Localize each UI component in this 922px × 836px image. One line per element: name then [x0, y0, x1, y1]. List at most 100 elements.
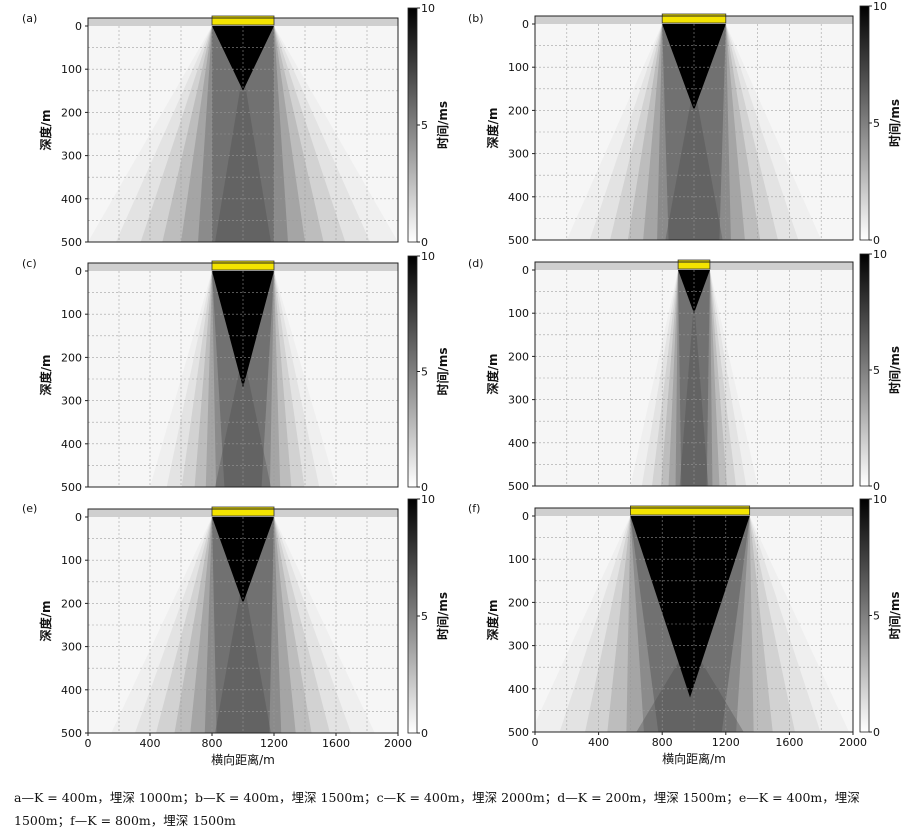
source-bar	[630, 505, 751, 516]
y-tick-label: 200	[61, 106, 82, 119]
colorbar-tick-label: 10	[421, 250, 435, 263]
x-tick-label: 1600	[775, 736, 803, 749]
x-tick-label: 800	[202, 737, 223, 750]
plot-frame	[534, 15, 854, 241]
colorbar-tick-label: 5	[421, 119, 428, 132]
colorbar-tick-label: 0	[873, 480, 880, 493]
y-tick-label: 500	[61, 481, 82, 494]
y-tick-label: 0	[522, 510, 529, 523]
source-bar	[211, 15, 275, 26]
y-tick-label: 300	[61, 150, 82, 163]
colorbar-tick-label: 0	[421, 481, 428, 494]
y-tick-label: 400	[61, 684, 82, 697]
figure: 0 100 200 300 400 500 深度/m (a) 0 5 10 时间/ms 0 100 200 3…	[22, 0, 902, 767]
x-tick-label: 2000	[384, 737, 412, 750]
y-tick-label: 300	[61, 641, 82, 654]
x-tick-label: 800	[652, 736, 673, 749]
y-axis-label: 深度/m	[38, 110, 53, 151]
focus-triangle	[212, 517, 274, 604]
colorbar-tick-label: 10	[873, 493, 887, 506]
colorbar-tick-label: 5	[873, 117, 880, 130]
y-tick-label: 400	[61, 438, 82, 451]
colorbar	[407, 498, 418, 734]
y-tick-label: 400	[508, 683, 529, 696]
colorbar-tick-label: 0	[873, 726, 880, 739]
y-tick-label: 500	[508, 480, 529, 493]
x-tick-label: 2000	[839, 736, 867, 749]
plot-frame	[534, 261, 854, 487]
y-tick-label: 500	[508, 726, 529, 739]
y-tick-label: 100	[61, 554, 82, 567]
y-axis-label: 深度/m	[485, 600, 500, 641]
colorbar-tick-label: 5	[873, 610, 880, 623]
y-tick-label: 400	[508, 437, 529, 450]
y-tick-label: 200	[61, 351, 82, 364]
source-bar	[211, 506, 275, 517]
x-axis-label: 横向距离/m	[662, 751, 726, 766]
plot-frame	[87, 508, 399, 734]
y-tick-label: 200	[61, 597, 82, 610]
y-axis-label: 深度/m	[485, 354, 500, 395]
y-tick-label: 0	[75, 20, 82, 33]
focus-triangle	[212, 271, 274, 388]
plot-frame	[87, 262, 399, 488]
y-tick-label: 200	[508, 104, 529, 117]
y-axis-label: 深度/m	[38, 355, 53, 396]
focus-tail	[215, 71, 271, 242]
panel-b: 0 100 200 300 400 500 深度/m (b) 0 5 10 时间/ms	[468, 0, 902, 247]
panel-f: 0 100 200 300 400 500 0 400 800 1200 1600 2000 横向距离/…	[468, 493, 902, 766]
colorbar-label: 时间/ms	[435, 101, 450, 149]
grid	[535, 24, 853, 240]
x-axis-label: 横向距离/m	[211, 752, 275, 767]
colorbar	[859, 253, 870, 487]
grid	[88, 271, 398, 487]
plot-frame	[534, 507, 854, 733]
y-tick-label: 400	[61, 193, 82, 206]
grid	[535, 516, 853, 732]
y-tick-label: 200	[508, 596, 529, 609]
colorbar	[407, 255, 418, 488]
y-tick-label: 500	[508, 234, 529, 247]
y-tick-label: 100	[508, 61, 529, 74]
panel-d: 0 100 200 300 400 500 深度/m (d) 0 5 10 时间/ms	[468, 248, 902, 493]
y-tick-label: 300	[508, 640, 529, 653]
colorbar-label: 时间/ms	[435, 347, 450, 395]
grid	[88, 26, 398, 242]
colorbar-tick-label: 0	[421, 727, 428, 740]
x-tick-label: 400	[588, 736, 609, 749]
x-tick-label: 1200	[712, 736, 740, 749]
colorbar-tick-label: 5	[421, 366, 428, 379]
colorbar-tick-label: 5	[873, 364, 880, 377]
y-tick-label: 100	[61, 63, 82, 76]
panel-label: (a)	[22, 12, 37, 25]
y-tick-label: 100	[61, 308, 82, 321]
x-tick-label: 1600	[322, 737, 350, 750]
colorbar-label: 时间/ms	[887, 99, 902, 147]
y-axis-label: 深度/m	[38, 601, 53, 642]
y-tick-label: 300	[508, 148, 529, 161]
figure-svg: 0100200300400500深度/m(a)0510时间/ms01002003…	[22, 0, 902, 767]
colorbar-tick-label: 10	[873, 248, 887, 261]
y-axis-label: 深度/m	[485, 108, 500, 149]
colorbar-label: 时间/ms	[887, 346, 902, 394]
colorbar-label: 时间/ms	[887, 591, 902, 639]
y-tick-label: 100	[508, 553, 529, 566]
panel-label: (e)	[22, 502, 37, 515]
panel-label: (c)	[22, 257, 37, 270]
panel-c: 0 100 200 300 400 500 深度/m (c) 0 5 10 时间/ms	[22, 250, 450, 494]
grid	[88, 517, 398, 733]
y-tick-label: 300	[508, 394, 529, 407]
focus-tail	[665, 84, 723, 240]
colorbar	[407, 7, 418, 243]
colorbar-tick-label: 10	[421, 493, 435, 506]
y-tick-label: 200	[508, 350, 529, 363]
y-tick-label: 0	[522, 264, 529, 277]
y-tick-label: 500	[61, 727, 82, 740]
x-tick-label: 400	[140, 737, 161, 750]
colorbar-tick-label: 10	[873, 0, 887, 13]
panel-label: (d)	[468, 257, 484, 270]
colorbar-tick-label: 0	[421, 236, 428, 249]
source-bar	[661, 13, 727, 24]
y-tick-label: 0	[522, 18, 529, 31]
